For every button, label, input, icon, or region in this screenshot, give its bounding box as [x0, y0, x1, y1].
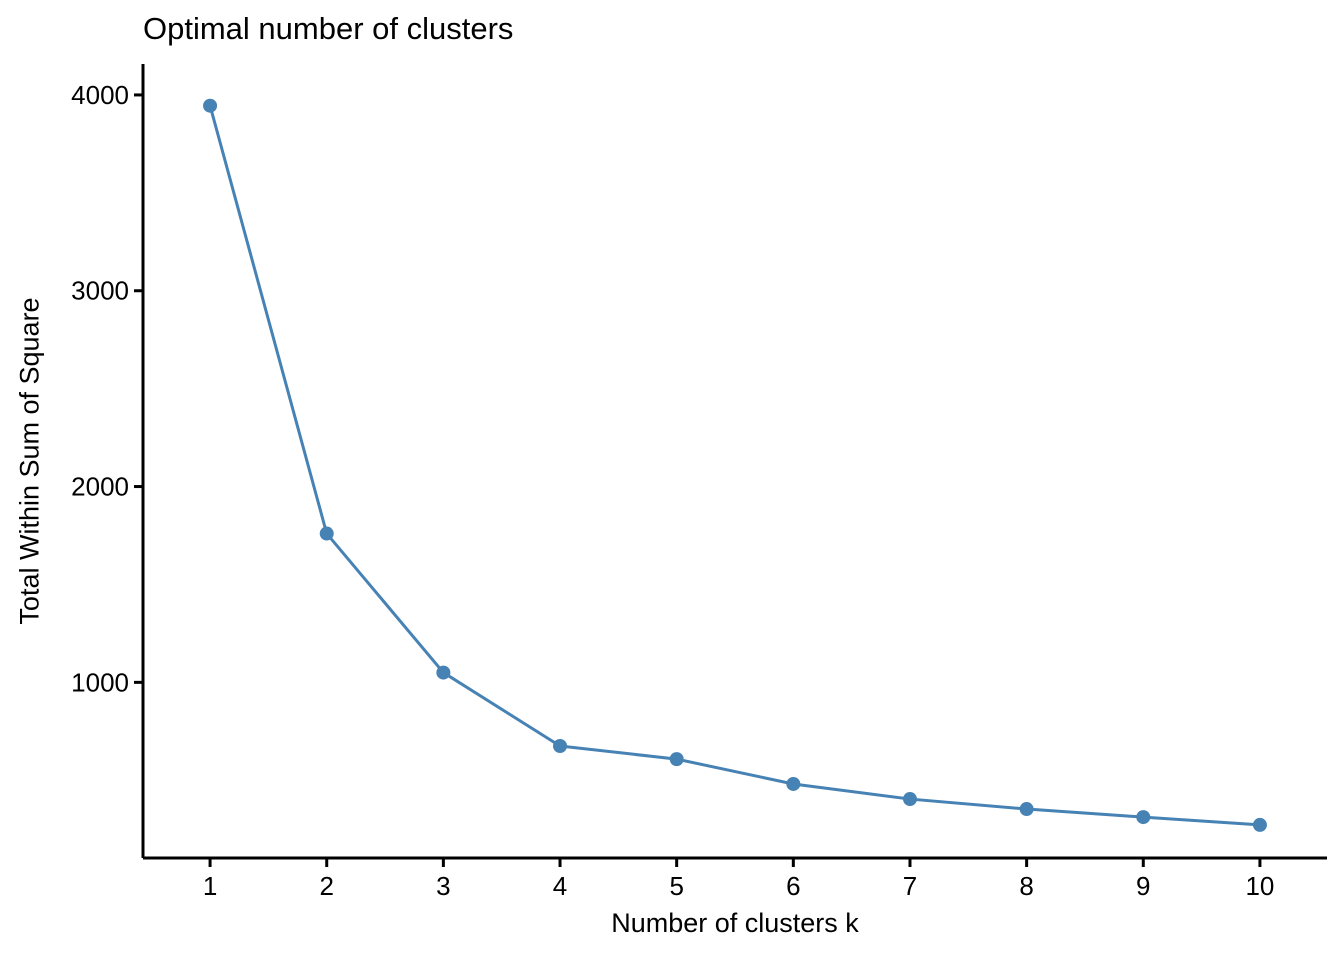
y-tick-label: 4000: [71, 80, 129, 110]
data-point: [669, 752, 684, 767]
x-tick-label: 6: [786, 871, 800, 901]
data-point: [436, 665, 451, 680]
x-tick-label: 9: [1136, 871, 1150, 901]
x-tick-label: 10: [1245, 871, 1274, 901]
data-point: [319, 526, 334, 541]
y-tick-label: 3000: [71, 276, 129, 306]
data-point: [1136, 810, 1151, 825]
data-point: [203, 98, 218, 113]
x-tick-label: 1: [203, 871, 217, 901]
x-tick-label: 4: [553, 871, 567, 901]
chart-title: Optimal number of clusters: [143, 11, 514, 46]
y-axis-title: Total Within Sum of Square: [14, 297, 45, 625]
y-tick-label: 2000: [71, 472, 129, 502]
data-point: [902, 792, 917, 807]
wss-line: [208, 104, 1262, 827]
data-point: [786, 776, 801, 791]
data-point: [1252, 817, 1267, 832]
x-tick-label: 8: [1019, 871, 1033, 901]
data-point: [1019, 802, 1034, 817]
x-axis-title: Number of clusters k: [611, 908, 859, 938]
x-tick-label: 3: [436, 871, 450, 901]
x-tick-label: 5: [669, 871, 683, 901]
y-tick-label: 1000: [71, 667, 129, 697]
x-tick-label: 7: [903, 871, 917, 901]
data-point: [553, 738, 568, 753]
x-tick-label: 2: [319, 871, 333, 901]
